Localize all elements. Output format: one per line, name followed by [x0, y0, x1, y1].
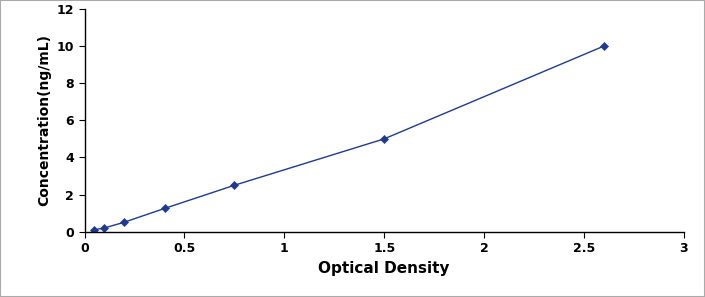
Y-axis label: Concentration(ng/mL): Concentration(ng/mL): [37, 34, 51, 206]
X-axis label: Optical Density: Optical Density: [319, 261, 450, 276]
